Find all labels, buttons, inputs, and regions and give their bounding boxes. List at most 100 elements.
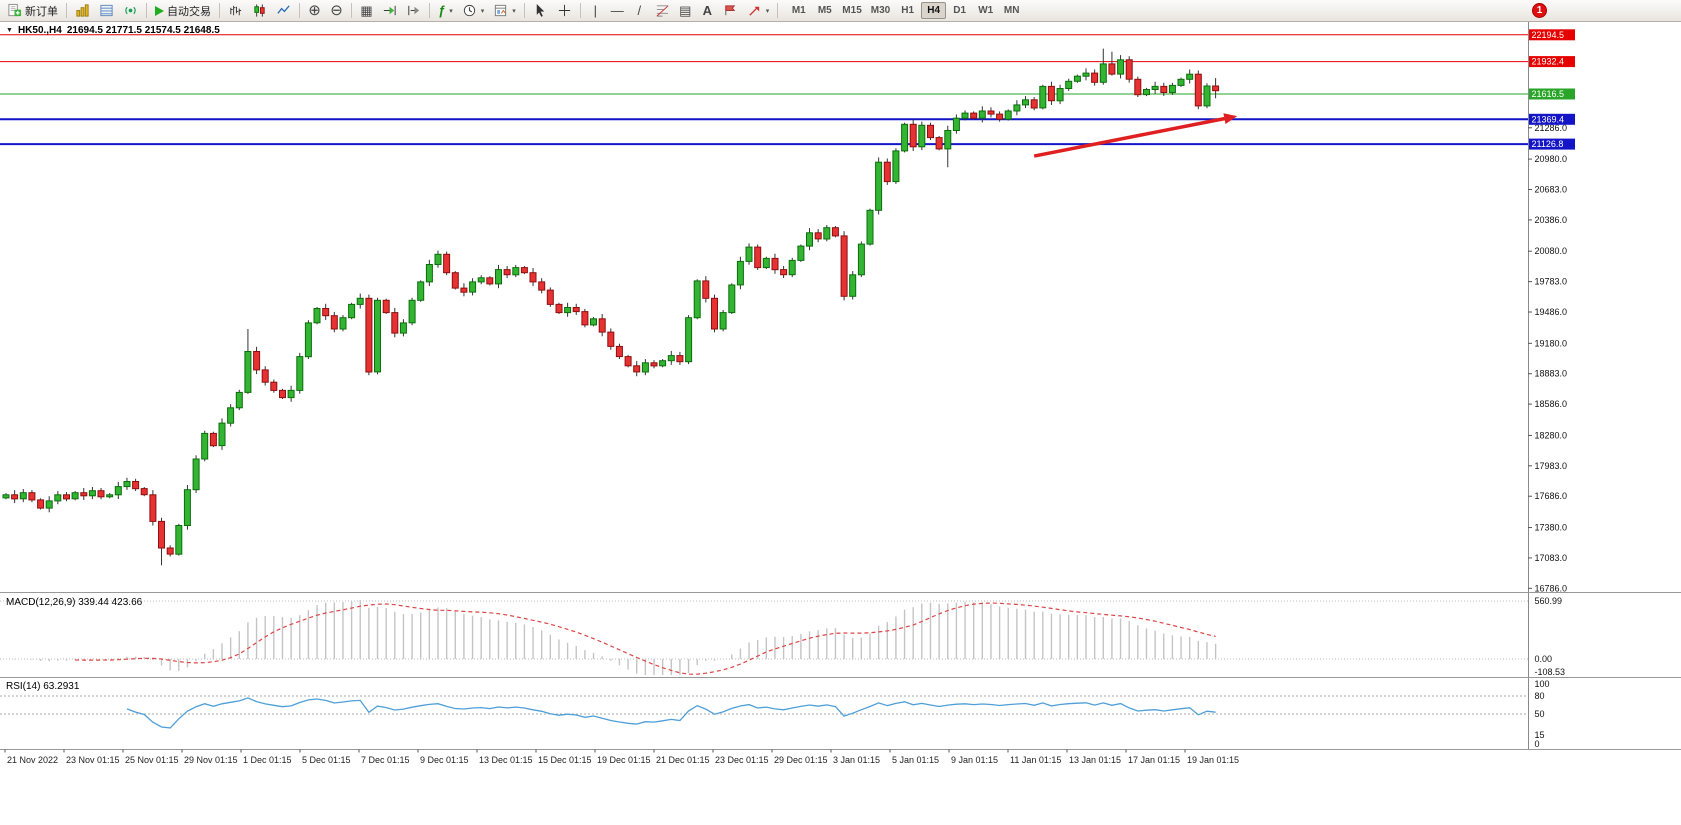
timeframe-h1-button[interactable]: H1 bbox=[901, 5, 915, 16]
channel-tool-button[interactable]: ▤ bbox=[675, 1, 696, 21]
svg-text:1 Dec 01:15: 1 Dec 01:15 bbox=[243, 755, 292, 765]
autotrade-button[interactable]: 自动交易 bbox=[151, 1, 215, 21]
rsi-panel[interactable]: 100 80 50 150 bbox=[0, 679, 1550, 749]
horizontal-line-icon: — bbox=[610, 3, 624, 18]
bar-chart-button[interactable] bbox=[224, 1, 247, 21]
fibonacci-tool-button[interactable] bbox=[651, 1, 674, 21]
svg-text:21369.4: 21369.4 bbox=[1532, 114, 1565, 124]
svg-text:0: 0 bbox=[1535, 739, 1540, 749]
timeframe-m5-button[interactable]: M5 bbox=[817, 5, 832, 16]
crosshair-icon bbox=[558, 4, 570, 17]
flag-label-icon bbox=[725, 5, 736, 16]
vertical-line-tool-button[interactable]: | bbox=[585, 1, 606, 21]
line-chart-icon bbox=[277, 5, 290, 14]
navigator-button[interactable] bbox=[119, 1, 142, 21]
svg-text:29 Dec 01:15: 29 Dec 01:15 bbox=[774, 755, 828, 765]
svg-text:5 Jan 01:15: 5 Jan 01:15 bbox=[892, 755, 939, 765]
separator bbox=[429, 3, 430, 18]
svg-text:9 Jan 01:15: 9 Jan 01:15 bbox=[951, 755, 998, 765]
line-chart-button[interactable] bbox=[272, 1, 295, 21]
svg-text:23 Dec 01:15: 23 Dec 01:15 bbox=[715, 755, 769, 765]
svg-text:19486.0: 19486.0 bbox=[1535, 307, 1568, 317]
svg-text:21286.0: 21286.0 bbox=[1535, 123, 1568, 133]
svg-text:21616.5: 21616.5 bbox=[1532, 89, 1565, 99]
notification-badge[interactable]: 1 bbox=[1532, 3, 1547, 18]
zoom-in-button[interactable]: ⊕ bbox=[304, 1, 325, 21]
timeframe-d1-button[interactable]: D1 bbox=[953, 5, 967, 16]
timeframe-h4-button[interactable]: H4 bbox=[921, 2, 947, 19]
svg-text:13 Jan 01:15: 13 Jan 01:15 bbox=[1069, 755, 1121, 765]
candlestick-chart-button[interactable] bbox=[248, 1, 271, 21]
zoom-in-icon: ⊕ bbox=[308, 2, 321, 19]
svg-text:19180.0: 19180.0 bbox=[1535, 338, 1568, 348]
timeframe-m1-button[interactable]: M1 bbox=[791, 5, 806, 16]
timeframe-group: M1 M5 M15 M30 H1 H4 D1 W1 MN bbox=[786, 2, 1024, 19]
chevron-down-icon: ▾ bbox=[512, 7, 516, 15]
periods-button[interactable]: ▾ bbox=[458, 1, 489, 21]
new-order-button[interactable]: 新订单 bbox=[3, 1, 62, 21]
indicators-icon: ƒ bbox=[438, 3, 446, 18]
price-level-badges: 22194.5 21932.4 21616.5 21369.4 21126.8 bbox=[1529, 29, 1575, 150]
label-tool-button[interactable] bbox=[719, 1, 742, 21]
indicators-button[interactable]: ƒ ▾ bbox=[434, 1, 457, 21]
svg-text:25 Nov 01:15: 25 Nov 01:15 bbox=[125, 755, 179, 765]
rsi-indicator-label: RSI(14) 63.2931 bbox=[6, 681, 80, 692]
separator bbox=[66, 3, 67, 18]
market-watch-button[interactable] bbox=[71, 1, 94, 21]
auto-scroll-icon bbox=[383, 5, 396, 16]
crosshair-tool-button[interactable] bbox=[553, 1, 576, 21]
market-watch-icon bbox=[76, 4, 89, 17]
svg-text:19783.0: 19783.0 bbox=[1535, 277, 1568, 287]
timeframe-m15-button[interactable]: M15 bbox=[842, 5, 862, 16]
svg-text:18883.0: 18883.0 bbox=[1535, 369, 1568, 379]
zoom-out-button[interactable]: ⊖ bbox=[326, 1, 347, 21]
chart-title: ▼ HK50.,H4 21694.5 21771.5 21574.5 21648… bbox=[6, 25, 220, 36]
svg-text:50: 50 bbox=[1535, 709, 1545, 719]
price-level-lines[interactable] bbox=[0, 34, 1528, 146]
svg-text:20080.0: 20080.0 bbox=[1535, 246, 1568, 256]
svg-text:29 Nov 01:15: 29 Nov 01:15 bbox=[184, 755, 238, 765]
separator bbox=[146, 3, 147, 18]
svg-text:21126.8: 21126.8 bbox=[1532, 139, 1564, 149]
candlestick-chart-canvas[interactable]: 21286.0 20980.0 20683.0 20386.0 20080.0 19783… bbox=[0, 22, 1681, 825]
chart-shift-button[interactable] bbox=[402, 1, 425, 21]
data-window-button[interactable] bbox=[95, 1, 118, 21]
svg-text:80: 80 bbox=[1535, 691, 1545, 701]
svg-text:19 Jan 01:15: 19 Jan 01:15 bbox=[1187, 755, 1239, 765]
svg-text:17083.0: 17083.0 bbox=[1535, 553, 1568, 563]
svg-text:20980.0: 20980.0 bbox=[1535, 154, 1568, 164]
separator bbox=[351, 3, 352, 18]
arrow-shape-icon bbox=[749, 6, 759, 16]
templates-button[interactable]: ▾ bbox=[489, 1, 520, 21]
timeframe-m30-button[interactable]: M30 bbox=[870, 5, 891, 16]
chart-region[interactable]: 21286.0 20980.0 20683.0 20386.0 20080.0 19783… bbox=[0, 22, 1681, 825]
bar-chart-icon bbox=[230, 5, 242, 16]
tile-windows-button[interactable]: ▦ bbox=[356, 1, 377, 21]
ohlc-values: 21694.5 21771.5 21574.5 21648.5 bbox=[66, 25, 220, 36]
trendline-tool-button[interactable]: / bbox=[629, 1, 650, 21]
auto-scroll-button[interactable] bbox=[378, 1, 401, 21]
cursor-tool-button[interactable] bbox=[529, 1, 552, 21]
panel-separators bbox=[0, 592, 1681, 750]
candles[interactable] bbox=[2, 48, 1220, 566]
time-axis[interactable]: 21 Nov 2022 23 Nov 01:15 25 Nov 01:15 29 No… bbox=[4, 749, 1239, 766]
new-order-icon bbox=[8, 3, 22, 17]
price-axis[interactable]: 21286.0 20980.0 20683.0 20386.0 20080.0 19783… bbox=[1528, 22, 1567, 750]
separator bbox=[219, 3, 220, 18]
timeframe-mn-button[interactable]: MN bbox=[1003, 5, 1020, 16]
svg-text:17 Jan 01:15: 17 Jan 01:15 bbox=[1128, 755, 1180, 765]
cursor-icon bbox=[536, 3, 545, 17]
svg-text:21 Nov 2022: 21 Nov 2022 bbox=[7, 755, 58, 765]
svg-text:3 Jan 01:15: 3 Jan 01:15 bbox=[833, 755, 880, 765]
arrow-tool-button[interactable]: ▾ bbox=[743, 1, 774, 21]
svg-text:18586.0: 18586.0 bbox=[1535, 399, 1568, 409]
text-tool-button[interactable]: A bbox=[697, 1, 718, 21]
horizontal-line-tool-button[interactable]: — bbox=[607, 1, 628, 21]
svg-text:17983.0: 17983.0 bbox=[1535, 461, 1568, 471]
macd-panel[interactable]: 560.99 0.00 -108.53 bbox=[0, 596, 1565, 677]
separator bbox=[523, 3, 525, 18]
trend-arrow-annotation[interactable] bbox=[1033, 113, 1238, 158]
timeframe-w1-button[interactable]: W1 bbox=[978, 5, 994, 16]
expand-triangle-icon[interactable]: ▼ bbox=[6, 27, 13, 34]
svg-text:19 Dec 01:15: 19 Dec 01:15 bbox=[597, 755, 651, 765]
